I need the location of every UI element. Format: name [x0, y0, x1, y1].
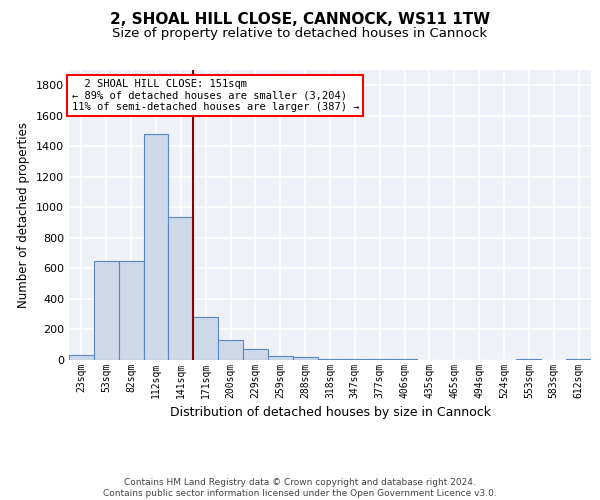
Bar: [392, 359, 417, 360]
Bar: [193, 316, 218, 360]
Bar: [517, 359, 541, 360]
Text: 2, SHOAL HILL CLOSE, CANNOCK, WS11 1TW: 2, SHOAL HILL CLOSE, CANNOCK, WS11 1TW: [110, 12, 490, 28]
Bar: [317, 359, 343, 360]
Bar: [143, 134, 169, 360]
Text: Contains HM Land Registry data © Crown copyright and database right 2024.
Contai: Contains HM Land Registry data © Crown c…: [103, 478, 497, 498]
Bar: [169, 216, 193, 360]
Y-axis label: Number of detached properties: Number of detached properties: [17, 122, 31, 308]
Text: Size of property relative to detached houses in Cannock: Size of property relative to detached ho…: [112, 28, 488, 40]
Bar: [119, 261, 143, 360]
Bar: [343, 359, 367, 360]
Bar: [367, 359, 392, 360]
Bar: [218, 340, 243, 360]
Bar: [566, 359, 591, 360]
Bar: [268, 356, 293, 360]
Bar: [69, 354, 94, 360]
Text: 2 SHOAL HILL CLOSE: 151sqm
← 89% of detached houses are smaller (3,204)
11% of s: 2 SHOAL HILL CLOSE: 151sqm ← 89% of deta…: [71, 78, 359, 112]
Bar: [293, 357, 317, 360]
X-axis label: Distribution of detached houses by size in Cannock: Distribution of detached houses by size …: [170, 406, 491, 420]
Bar: [94, 261, 119, 360]
Bar: [243, 350, 268, 360]
